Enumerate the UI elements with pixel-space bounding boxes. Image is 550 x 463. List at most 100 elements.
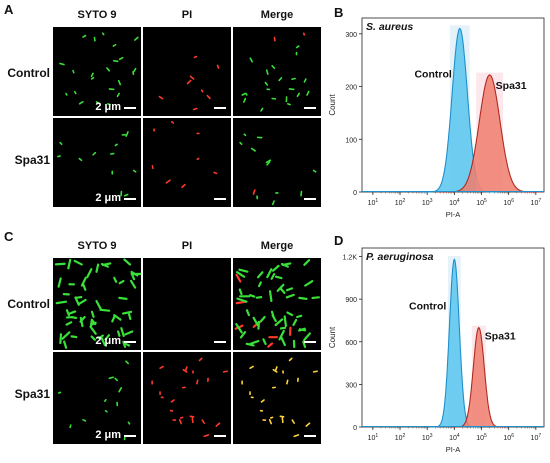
cell-mark xyxy=(296,92,300,98)
cell-mark xyxy=(114,143,118,147)
cell-mark xyxy=(291,419,296,424)
micrograph-c-control-pi xyxy=(143,258,231,350)
scale-bar xyxy=(214,198,226,200)
column-header-pi: PI xyxy=(181,9,193,21)
cell-mark xyxy=(287,103,291,106)
chart-b-svg: 0 100 200 300 101 102 103 104 105 106 107 PI-A Count… xyxy=(328,17,545,219)
cell-mark xyxy=(252,316,259,326)
cell-mark xyxy=(252,189,256,195)
cell-mark xyxy=(118,279,125,285)
row-label-spa31: Spa31 xyxy=(14,153,50,167)
cell-mark xyxy=(236,271,246,278)
cell-mark xyxy=(90,72,94,78)
cell-mark xyxy=(101,32,105,36)
series-label-control: Control xyxy=(409,301,446,313)
cell-mark xyxy=(257,281,262,288)
cell-mark xyxy=(69,424,72,429)
panel-letter-b: B xyxy=(334,5,344,20)
scale-bar xyxy=(124,107,136,109)
series-area-spa31 xyxy=(438,74,542,192)
cell-mark xyxy=(198,357,203,362)
series-label-spa31: Spa31 xyxy=(496,80,527,92)
cell-mark xyxy=(222,370,228,373)
cell-mark xyxy=(245,92,248,96)
cell-mark xyxy=(90,318,97,326)
cell-mark xyxy=(90,76,95,80)
cell-mark xyxy=(249,57,253,63)
column-header-merge: Merge xyxy=(260,240,294,252)
x-tick-label: 106 xyxy=(503,433,514,442)
cell-mark xyxy=(127,421,131,425)
cell-mark xyxy=(312,169,317,173)
cell-mark xyxy=(90,310,95,318)
y-tick-label: 900 xyxy=(345,297,357,304)
cell-mark xyxy=(82,283,87,291)
cell-mark xyxy=(278,329,285,341)
cell-mark xyxy=(130,270,139,277)
cell-mark xyxy=(73,259,83,266)
cell-mark xyxy=(151,165,154,170)
cell-mark xyxy=(286,311,294,317)
cell-mark xyxy=(55,300,68,305)
cell-mark xyxy=(179,416,184,419)
cell-mark xyxy=(90,335,97,341)
cell-mark xyxy=(206,94,211,100)
cell-mark xyxy=(283,315,288,328)
scale-bar xyxy=(304,198,316,200)
cell-mark xyxy=(238,288,243,296)
cell-mark xyxy=(266,268,273,279)
cell-mark xyxy=(265,159,272,164)
cell-mark xyxy=(123,193,129,197)
cell-mark xyxy=(279,326,287,330)
cell-mark xyxy=(302,340,307,348)
cell-mark xyxy=(196,379,199,385)
cell-mark xyxy=(123,258,132,266)
cell-mark xyxy=(213,171,218,175)
cell-mark xyxy=(158,95,164,100)
cell-mark xyxy=(120,327,125,337)
micrograph-a-control-merge xyxy=(233,27,321,116)
cell-mark xyxy=(118,296,128,300)
cell-mark xyxy=(249,365,254,370)
cell-mark xyxy=(79,315,86,323)
cell-mark xyxy=(68,310,77,315)
cell-mark xyxy=(121,310,133,315)
cell-mark xyxy=(278,77,283,82)
cell-mark xyxy=(189,75,195,80)
cell-mark xyxy=(203,434,210,438)
cell-mark xyxy=(184,366,188,372)
scale-bar xyxy=(124,198,136,200)
cell-mark xyxy=(235,273,242,283)
x-tick-label: 107 xyxy=(531,198,542,207)
cell-mark xyxy=(215,422,221,427)
chart-d-svg: 0 300 600 900 1.2K 101 102 103 104 105 106 107 PI-A C… xyxy=(328,247,545,454)
x-tick-label: 105 xyxy=(476,198,487,207)
cell-mark xyxy=(236,297,248,303)
cell-mark xyxy=(241,92,247,96)
cell-mark xyxy=(306,90,310,96)
cell-mark xyxy=(271,65,276,69)
x-tick-label: 105 xyxy=(476,433,487,442)
cell-mark xyxy=(239,331,247,339)
cell-mark xyxy=(57,391,62,394)
cell-mark xyxy=(111,314,116,323)
cell-mark xyxy=(239,141,243,145)
micrograph-c-control-merge xyxy=(233,258,321,350)
cell-mark xyxy=(59,141,63,145)
cell-mark xyxy=(189,415,195,418)
cell-mark xyxy=(65,321,73,326)
cell-mark xyxy=(292,318,298,327)
cell-mark xyxy=(279,415,285,418)
y-tick-label: 200 xyxy=(345,85,357,92)
cell-mark xyxy=(305,422,311,427)
cell-mark xyxy=(80,276,87,287)
cell-mark xyxy=(59,333,63,345)
cell-mark xyxy=(238,268,249,273)
micrograph-a-spa31-merge xyxy=(233,118,321,207)
cell-mark xyxy=(65,92,68,96)
cell-mark xyxy=(298,296,308,300)
panel-letter-a: A xyxy=(4,2,14,17)
cell-mark xyxy=(127,313,132,321)
cell-mark xyxy=(59,62,65,66)
x-tick-label: 104 xyxy=(449,433,460,442)
